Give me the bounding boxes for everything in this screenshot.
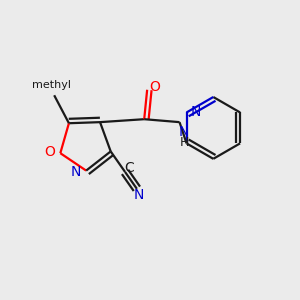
Text: methyl: methyl	[32, 80, 71, 90]
Text: N: N	[71, 165, 81, 179]
Text: H: H	[179, 136, 189, 149]
Text: N: N	[190, 106, 201, 119]
Text: O: O	[149, 80, 160, 94]
Text: O: O	[45, 145, 56, 159]
Text: N: N	[179, 125, 189, 140]
Text: C: C	[124, 161, 134, 176]
Text: N: N	[133, 188, 143, 202]
